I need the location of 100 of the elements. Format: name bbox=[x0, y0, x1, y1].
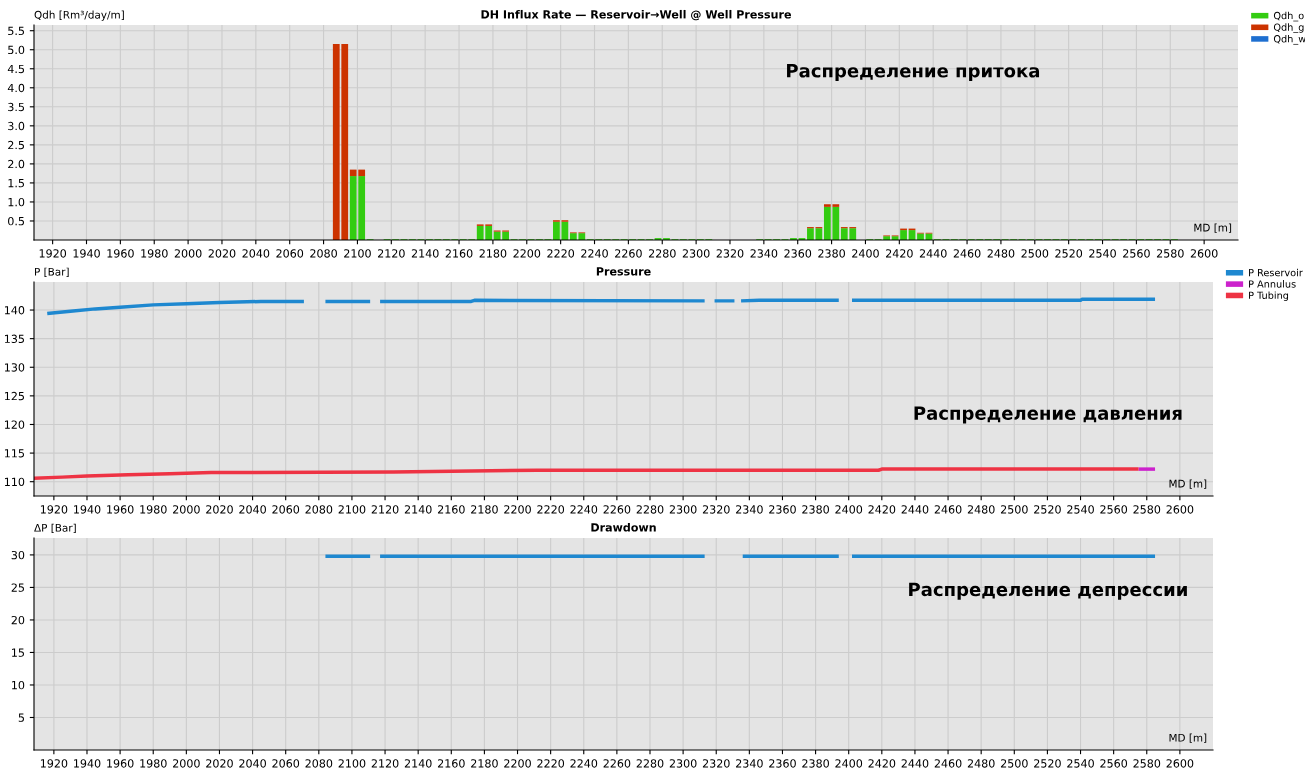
y-tick-label: 0.5 bbox=[8, 216, 24, 226]
x-tick-label: 2220 bbox=[537, 505, 565, 514]
x-tick-label: 2240 bbox=[570, 505, 598, 514]
x-tick-label: 2240 bbox=[570, 759, 598, 768]
legend-label: Qdh_w bbox=[1273, 34, 1305, 45]
x-tick-label: 2060 bbox=[276, 249, 304, 258]
x-tick-label: 2260 bbox=[615, 249, 642, 258]
x-tick-label: 2180 bbox=[479, 249, 507, 258]
x-tick-label: 2600 bbox=[1190, 249, 1218, 258]
legend-label: P Tubing bbox=[1249, 291, 1289, 301]
annotation: Распределение депрессии bbox=[909, 582, 1187, 600]
y-tick-label: 2.5 bbox=[8, 140, 24, 150]
x-tick-label: 2180 bbox=[471, 759, 498, 768]
y-tick-label: 110 bbox=[4, 477, 25, 487]
x-tick-label: 2580 bbox=[1156, 249, 1184, 258]
y-tick-label: 15 bbox=[12, 648, 24, 657]
annotation: Распределение притока bbox=[787, 64, 1040, 82]
y-tick-label: 125 bbox=[4, 391, 24, 401]
x-tick-label: 2000 bbox=[173, 505, 200, 514]
x-tick-label: 2160 bbox=[445, 249, 473, 258]
x-tick-label: 1940 bbox=[74, 759, 101, 768]
chart-title: Drawdown bbox=[591, 523, 656, 532]
x-tick-label: 1980 bbox=[140, 505, 167, 514]
x-tick-label: 2540 bbox=[1089, 249, 1116, 258]
y-tick-label: 130 bbox=[4, 363, 25, 372]
x-tick-label: 2140 bbox=[404, 759, 432, 768]
x-tick-label: 2440 bbox=[901, 759, 929, 768]
x-tick-label: 2400 bbox=[835, 759, 863, 768]
x-tick-label: 2560 bbox=[1100, 505, 1128, 514]
x-tick-label: 1940 bbox=[73, 249, 100, 258]
y-tick-label: 115 bbox=[4, 449, 24, 458]
y-tick-label: 5 bbox=[18, 713, 24, 722]
x-tick-label: 2420 bbox=[868, 505, 896, 514]
y-axis-title: ΔP [Bar] bbox=[34, 523, 76, 533]
legend-label: Qdh_g bbox=[1273, 23, 1304, 33]
legend-label: P Annulus bbox=[1249, 280, 1296, 288]
y-tick-label: 10 bbox=[12, 680, 25, 690]
x-tick-label: 2020 bbox=[208, 249, 236, 258]
x-tick-label: 2260 bbox=[603, 759, 631, 768]
x-tick-label: 2280 bbox=[636, 505, 664, 514]
x-tick-label: 2540 bbox=[1067, 505, 1094, 514]
y-tick-label: 3.5 bbox=[8, 102, 24, 112]
y-tick-label: 25 bbox=[11, 583, 24, 592]
x-tick-label: 2340 bbox=[750, 249, 778, 258]
x-tick-label: 2440 bbox=[919, 249, 947, 258]
x-tick-label: 2160 bbox=[437, 505, 465, 514]
x-tick-label: 2500 bbox=[1021, 249, 1049, 258]
x-tick-label: 1920 bbox=[40, 505, 68, 514]
x-tick-label: 2100 bbox=[344, 249, 371, 258]
y-tick-label: 1.5 bbox=[8, 179, 24, 188]
x-tick-label: 2380 bbox=[802, 759, 829, 768]
x-tick-label: 2600 bbox=[1166, 759, 1194, 768]
x-tick-label: 2280 bbox=[636, 759, 664, 768]
x-tick-label: 2200 bbox=[504, 759, 531, 768]
x-tick-label: 1920 bbox=[40, 759, 68, 768]
y-axis-title: Qdh [Rm³/day/m] bbox=[34, 10, 124, 21]
x-tick-label: 2000 bbox=[173, 759, 200, 768]
x-tick-label: 2140 bbox=[411, 249, 439, 258]
x-tick-label: 2100 bbox=[338, 759, 366, 768]
x-tick-label: 2420 bbox=[868, 759, 896, 768]
chart-title: DH Influx Rate — Reservoir→Well @ Well Pressure bbox=[481, 9, 791, 21]
x-tick-label: 2520 bbox=[1034, 759, 1061, 768]
x-tick-label: 2080 bbox=[305, 505, 333, 514]
x-tick-label: 2020 bbox=[206, 759, 233, 768]
x-tick-label: 2060 bbox=[272, 505, 300, 514]
x-tick-label: 2280 bbox=[648, 249, 676, 258]
x-tick-label: 2580 bbox=[1133, 759, 1161, 768]
x-tick-label: 2080 bbox=[310, 249, 337, 258]
x-tick-label: 2220 bbox=[547, 249, 575, 258]
x-tick-label: 2440 bbox=[901, 505, 929, 514]
legend-label: Qdh_o bbox=[1273, 11, 1304, 22]
x-tick-label: 2360 bbox=[769, 759, 796, 768]
x-tick-label: 2500 bbox=[1000, 759, 1028, 768]
x-tick-label: 2420 bbox=[886, 249, 913, 258]
x-tick-label: 2400 bbox=[835, 505, 863, 514]
y-tick-label: 120 bbox=[4, 420, 25, 429]
x-tick-label: 2300 bbox=[669, 759, 697, 768]
x-tick-label: 2120 bbox=[377, 249, 405, 258]
y-tick-label: 20 bbox=[11, 615, 25, 625]
x-tick-label: 2560 bbox=[1100, 759, 1128, 768]
legend-label: P Reservoir bbox=[1249, 268, 1303, 277]
x-tick-label: 2460 bbox=[953, 249, 981, 258]
chart-title: Pressure bbox=[596, 267, 651, 276]
x-tick-label: 2320 bbox=[702, 505, 730, 514]
x-tick-label: 2520 bbox=[1034, 505, 1061, 514]
x-tick-label: 2540 bbox=[1067, 759, 1094, 768]
y-tick-label: 3.0 bbox=[8, 121, 25, 131]
x-tick-label: 2380 bbox=[802, 505, 829, 514]
x-axis-title: MD [m] bbox=[1194, 223, 1232, 233]
x-tick-label: 2000 bbox=[174, 249, 202, 258]
x-tick-label: 2100 bbox=[338, 505, 366, 514]
x-tick-label: 2040 bbox=[239, 505, 266, 514]
x-tick-label: 2020 bbox=[206, 505, 233, 514]
y-tick-label: 135 bbox=[4, 334, 24, 344]
x-tick-label: 1960 bbox=[107, 759, 134, 768]
x-tick-label: 2360 bbox=[769, 505, 796, 514]
y-tick-label: 4.5 bbox=[7, 64, 24, 74]
x-tick-label: 2040 bbox=[239, 759, 266, 768]
x-tick-label: 2300 bbox=[682, 249, 710, 258]
y-axis-title: P [Bar] bbox=[35, 267, 69, 277]
